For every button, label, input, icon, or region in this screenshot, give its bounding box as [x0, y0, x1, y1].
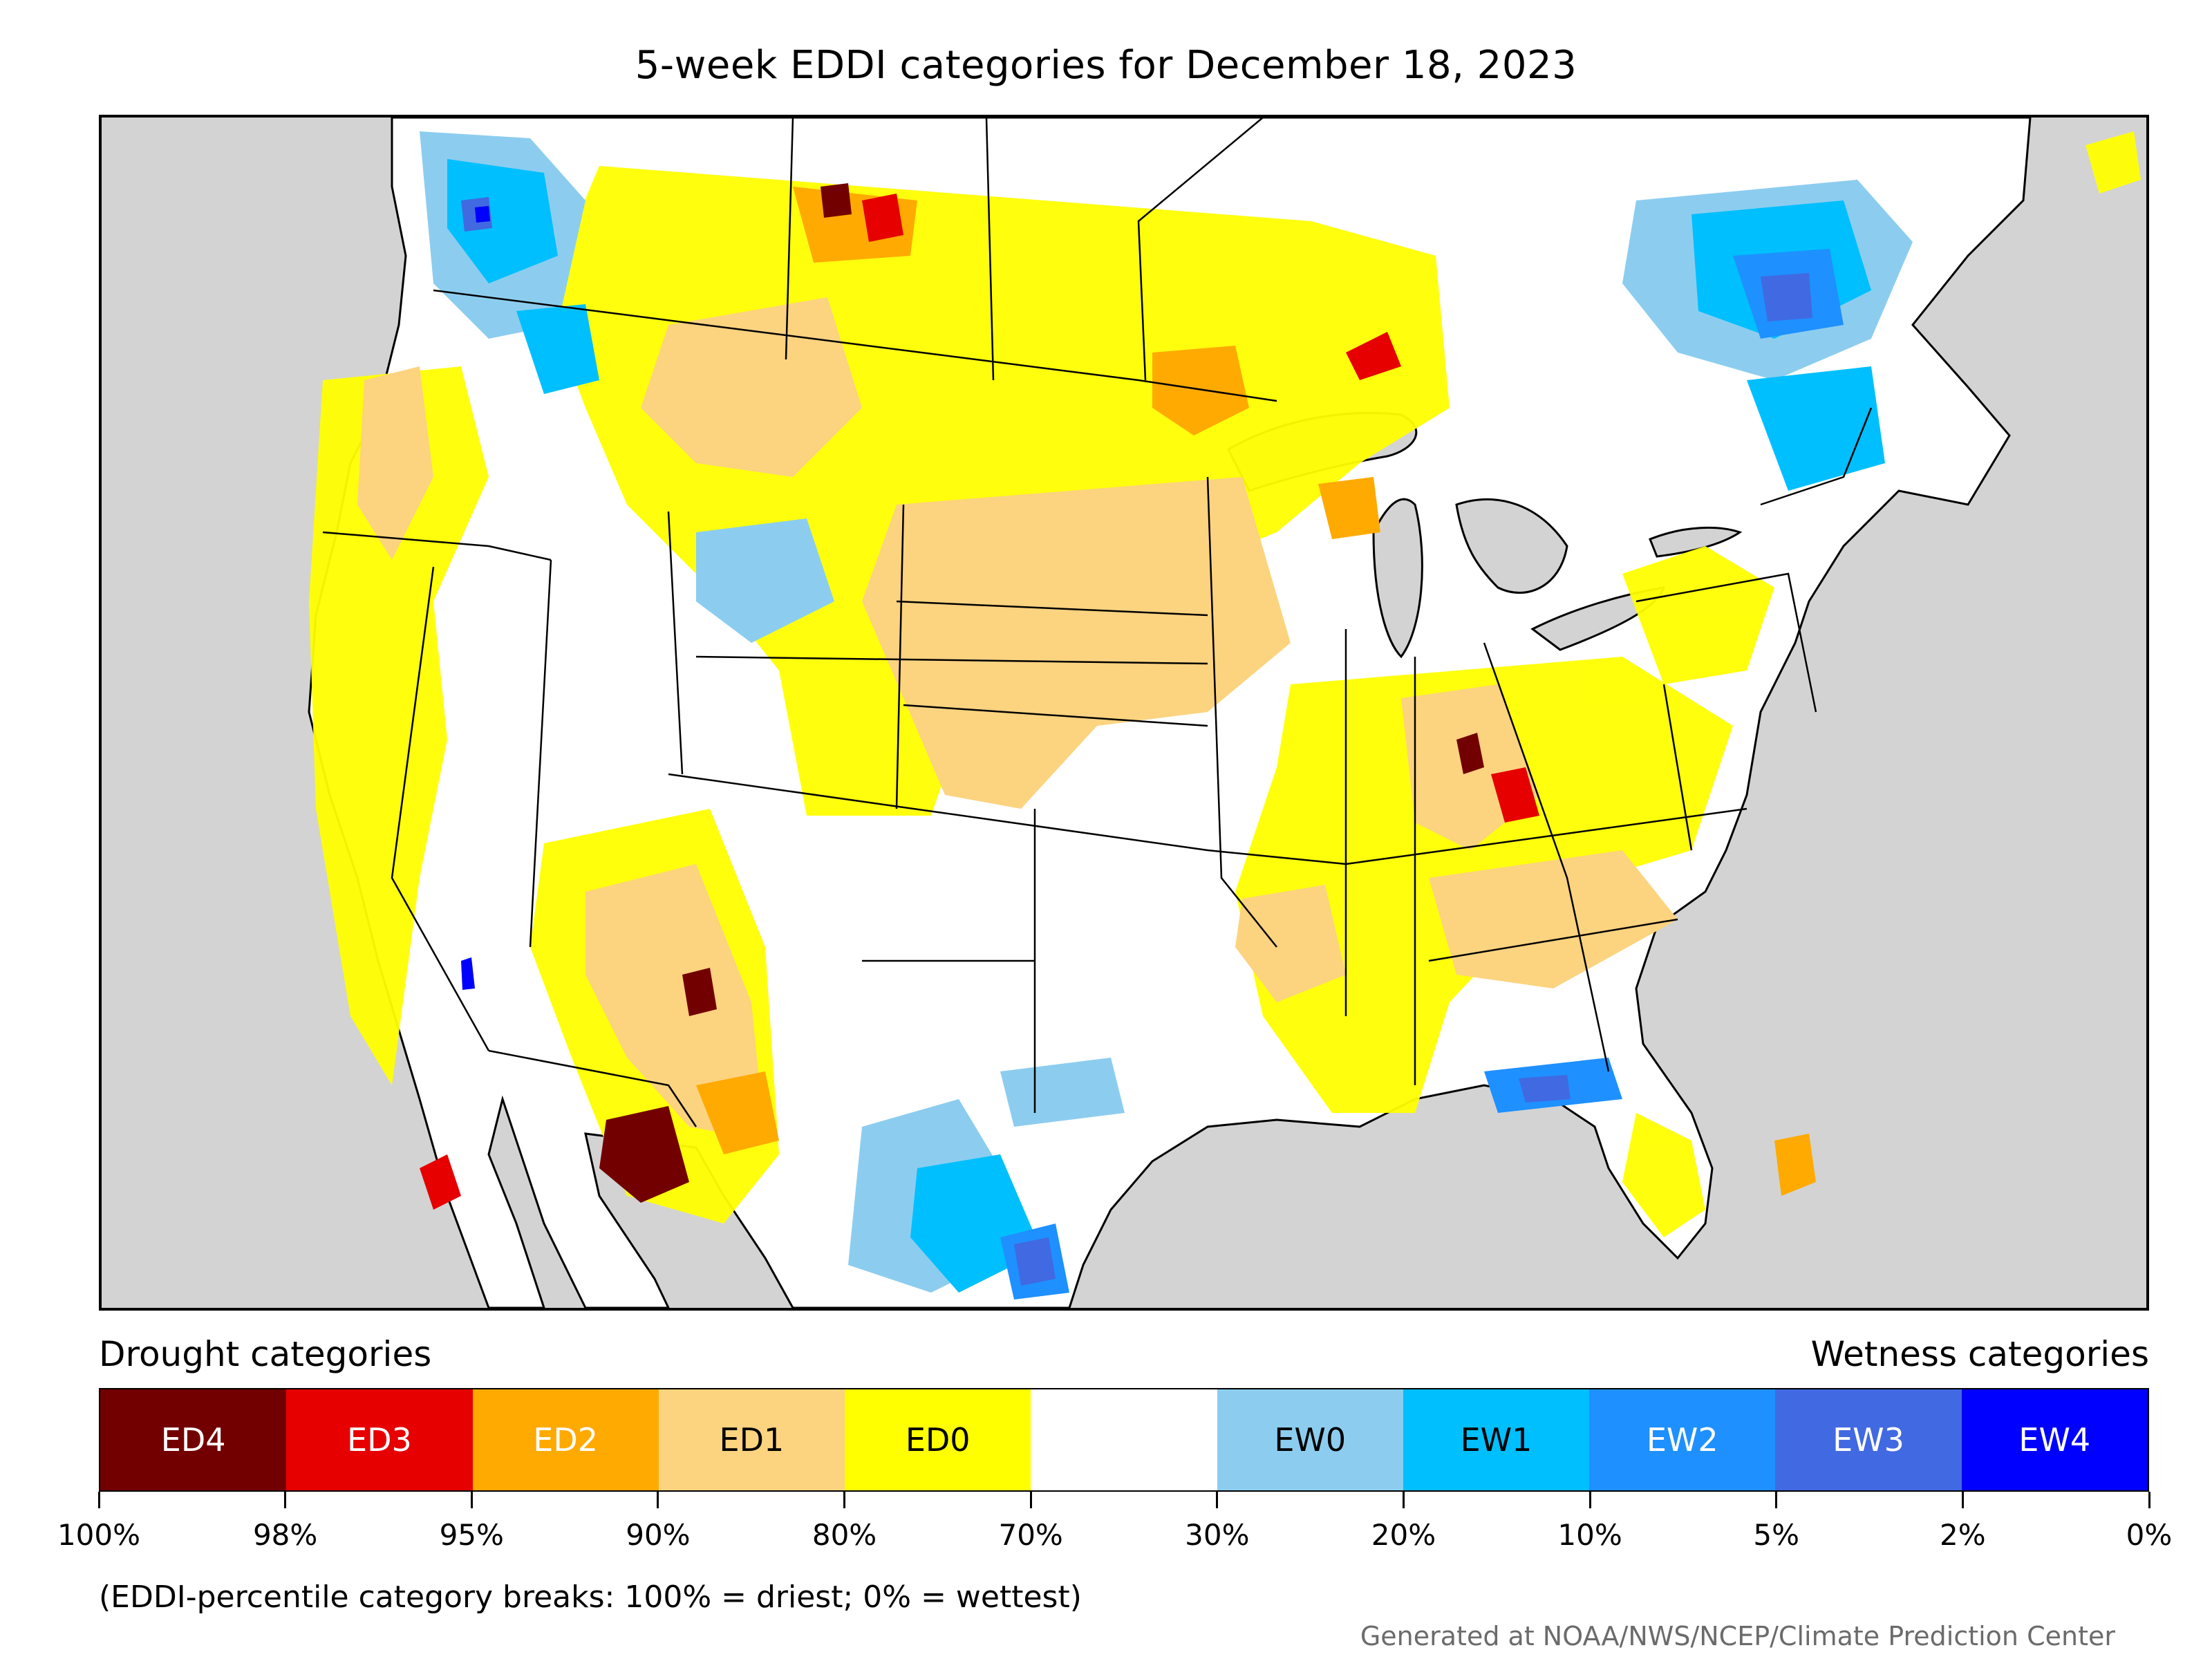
colorbar-tick — [284, 1492, 287, 1508]
colorbar-break-label: 2% — [1940, 1518, 1986, 1552]
colorbar-tick — [657, 1492, 659, 1508]
category-breaks-note: (EDDI-percentile category breaks: 100% =… — [99, 1580, 1082, 1615]
colorbar-tick — [1588, 1492, 1591, 1508]
colorbar-tick — [1402, 1492, 1405, 1508]
colorbar-cell-ed0: ED0 — [845, 1389, 1031, 1490]
colorbar-cell-ed3: ED3 — [286, 1389, 473, 1490]
colorbar-tick — [843, 1492, 846, 1508]
colorbar-cell-ed1: ED1 — [658, 1389, 845, 1490]
colorbar-cell-ew1: EW1 — [1403, 1389, 1590, 1490]
colorbar-tick — [1775, 1492, 1778, 1508]
credit-text: Generated at NOAA/NWS/NCEP/Climate Predi… — [1360, 1621, 2115, 1651]
colorbar-tick — [1961, 1492, 1964, 1508]
colorbar-break-label: 10% — [1557, 1518, 1622, 1552]
colorbar-break-label: 100% — [57, 1518, 141, 1552]
colorbar-tick — [1216, 1492, 1219, 1508]
colorbar-break-label: 80% — [812, 1518, 877, 1552]
colorbar-cell-ed2: ED2 — [472, 1389, 659, 1490]
map-title: 5-week EDDI categories for December 18, … — [635, 43, 1577, 88]
colorbar-break-label: 70% — [998, 1518, 1063, 1552]
colorbar-cell-ed4: ED4 — [100, 1389, 287, 1490]
map-panel[interactable] — [99, 115, 2149, 1311]
colorbar-cell-ew2: EW2 — [1589, 1389, 1776, 1490]
colorbar-break-label: 30% — [1185, 1518, 1250, 1552]
wetness-categories-heading: Wetness categories — [1810, 1334, 2149, 1374]
colorbar-cell-ew0: EW0 — [1217, 1389, 1403, 1490]
colorbar-tick — [470, 1492, 473, 1508]
drought-categories-heading: Drought categories — [99, 1334, 432, 1374]
colorbar-break-label: 90% — [626, 1518, 691, 1552]
boundaries — [322, 118, 1873, 1127]
colorbar-break-label: 20% — [1371, 1518, 1436, 1552]
colorbar-break-label: 98% — [252, 1518, 318, 1552]
colorbar-break-label: 0% — [2126, 1518, 2173, 1552]
colorbar-cell-ew3: EW3 — [1775, 1389, 1962, 1490]
category-patches — [309, 131, 2141, 1300]
colorbar-break-label: 95% — [439, 1518, 504, 1552]
colorbar-tick — [97, 1492, 100, 1508]
colorbar-cell-ew4: EW4 — [1961, 1389, 2148, 1490]
colorbar-break-label: 5% — [1753, 1518, 1800, 1552]
colorbar-tick — [1029, 1492, 1032, 1508]
colorbar-tick — [2148, 1492, 2150, 1508]
eddi-map — [308, 118, 2141, 1308]
category-colorbar: ED4 ED3 ED2 ED1 ED0 EW0 EW1 EW2 EW3 EW4 — [99, 1388, 2149, 1492]
colorbar-cell-neutral — [1031, 1389, 1217, 1490]
